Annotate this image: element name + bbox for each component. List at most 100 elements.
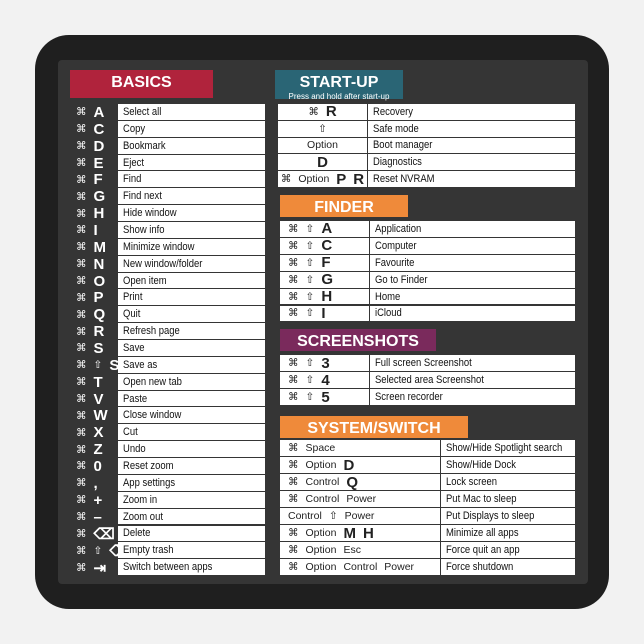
key: I (321, 304, 326, 322)
action-text: Refresh page (123, 325, 180, 338)
keys: ⌘ + (68, 492, 118, 509)
key: R (93, 323, 105, 341)
key: ⌘ (76, 308, 87, 321)
action-text: Open new tab (123, 375, 182, 388)
keys: ⌘ ⌫ (68, 526, 118, 543)
keys: ⌘ Control Power (280, 491, 441, 508)
shortcut-row: ⌘ ⇧ S Save as (68, 357, 265, 374)
keys: ⌘ G (68, 188, 118, 205)
key: Option (305, 561, 337, 573)
key: 3 (321, 354, 330, 372)
shortcut-row: ⌘ ⌫ Delete (68, 525, 265, 543)
key: – (93, 508, 102, 526)
key: ⌘ (76, 511, 87, 524)
key: ⌘ (288, 273, 299, 286)
key: ⌘ (76, 123, 87, 136)
key: O (93, 272, 106, 290)
key: ⌘ (288, 476, 299, 488)
keys: ⌘ M (68, 239, 118, 256)
action: Force quit an app (441, 542, 575, 559)
keys: ⌘ Z (68, 441, 118, 458)
shortcut-row: ⌘ ⇧ G Go to Finder (280, 271, 575, 289)
action-text: Zoom out (123, 510, 163, 523)
key: ⌘ (76, 140, 87, 153)
key: 4 (321, 371, 330, 389)
key: ⌘ (288, 544, 299, 556)
key: ⇧ (305, 307, 315, 320)
section-header: BASICS (70, 70, 213, 98)
shortcut-row: ⌘ Z Undo (68, 441, 265, 458)
shortcut-row: ⌘ ⇧ 4 Selected area Screenshot (280, 372, 575, 389)
action: Recovery (368, 104, 575, 121)
action: Undo (118, 441, 265, 459)
action: Eject (118, 154, 265, 172)
key: ⌘ (76, 544, 87, 557)
keys: ⌘ Space (280, 440, 441, 457)
key: ⌘ (76, 409, 87, 422)
action-text: Force quit an app (446, 544, 520, 556)
action-text: Delete (123, 527, 151, 540)
section-title: SYSTEM/SWITCH (307, 420, 441, 437)
keys: ⌘ ⇧ 3 (280, 355, 370, 372)
key: ⌘ (280, 173, 292, 186)
section-header: SYSTEM/SWITCH (280, 416, 468, 438)
key: E (93, 154, 104, 172)
keys: ⌘ A (68, 104, 118, 121)
key: ⌘ (76, 224, 87, 237)
keys: ⌘ Option M H (280, 525, 441, 542)
keys: ⌘ – (68, 509, 118, 526)
key: H (93, 205, 105, 223)
action-text: Boot manager (373, 139, 433, 152)
key: Q (93, 306, 106, 324)
action-text: Application (375, 222, 422, 235)
action-text: Full screen Screenshot (375, 357, 472, 369)
key: ⌘ (288, 357, 299, 369)
action-text: Empty trash (123, 544, 174, 557)
key: S (93, 339, 104, 357)
action-text: Paste (123, 392, 148, 405)
shortcut-row: ⌘ ⇧ H Home (280, 288, 575, 306)
keys: ⌘ X (68, 424, 118, 441)
key: ⌘ (288, 459, 299, 471)
key: X (93, 424, 104, 442)
shortcut-row: ⌘ ⇧ F Favourite (280, 254, 575, 272)
key: ⌘ (76, 241, 87, 254)
keys: ⌘ ⇧ 4 (280, 372, 370, 389)
keys: D (278, 153, 368, 172)
key: ⌘ (288, 374, 299, 386)
key: ⌘ (288, 222, 299, 235)
shortcut-row: ⌘ ⇥ Switch between apps (68, 559, 265, 577)
action-text: Minimize window (123, 240, 195, 253)
key: ⇧ (93, 544, 103, 557)
action: Selected area Screenshot (370, 372, 575, 389)
key: ⇧ (305, 239, 315, 252)
key: ⌘ (288, 391, 299, 403)
shortcut-row: ⌘ – Zoom out (68, 509, 265, 526)
key: Control (288, 510, 322, 522)
keys: ⌘ N (68, 256, 118, 273)
key: ⌘ (76, 342, 87, 355)
keys: ⌘⇧⌫ (68, 542, 131, 560)
section-header: FINDER (280, 195, 408, 217)
keys: ⌘ C (68, 121, 118, 138)
action: Force shutdown (441, 559, 575, 576)
key: ⇧ (305, 273, 315, 286)
action: Zoom in (118, 491, 265, 509)
shortcut-row: ⌘ ⇧ C Computer (280, 237, 575, 255)
shortcut-row: ⌘⇧⌫Empty trash (68, 542, 265, 560)
shortcut-row: ⌘ ⇧ 5 Screen recorder (280, 389, 575, 406)
key: D (317, 153, 328, 171)
key: Esc (343, 544, 361, 556)
action: Application (370, 221, 575, 238)
shortcut-row: ⌘ Option P R Reset NVRAM (278, 171, 575, 188)
shortcut-row: ⌘ Control Power Put Mac to sleep (280, 491, 575, 508)
keys: ⌘ I (68, 222, 118, 239)
key: ⌘ (76, 258, 87, 271)
shortcut-row: ⌘ D Bookmark (68, 138, 265, 155)
shortcut-row: ⌘ C Copy (68, 121, 265, 138)
key: Space (305, 442, 336, 454)
section-header: SCREENSHOTS (280, 329, 436, 351)
key: ⌘ (288, 239, 299, 252)
key: ⌘ (76, 527, 87, 540)
action-text: Zoom in (123, 493, 158, 506)
